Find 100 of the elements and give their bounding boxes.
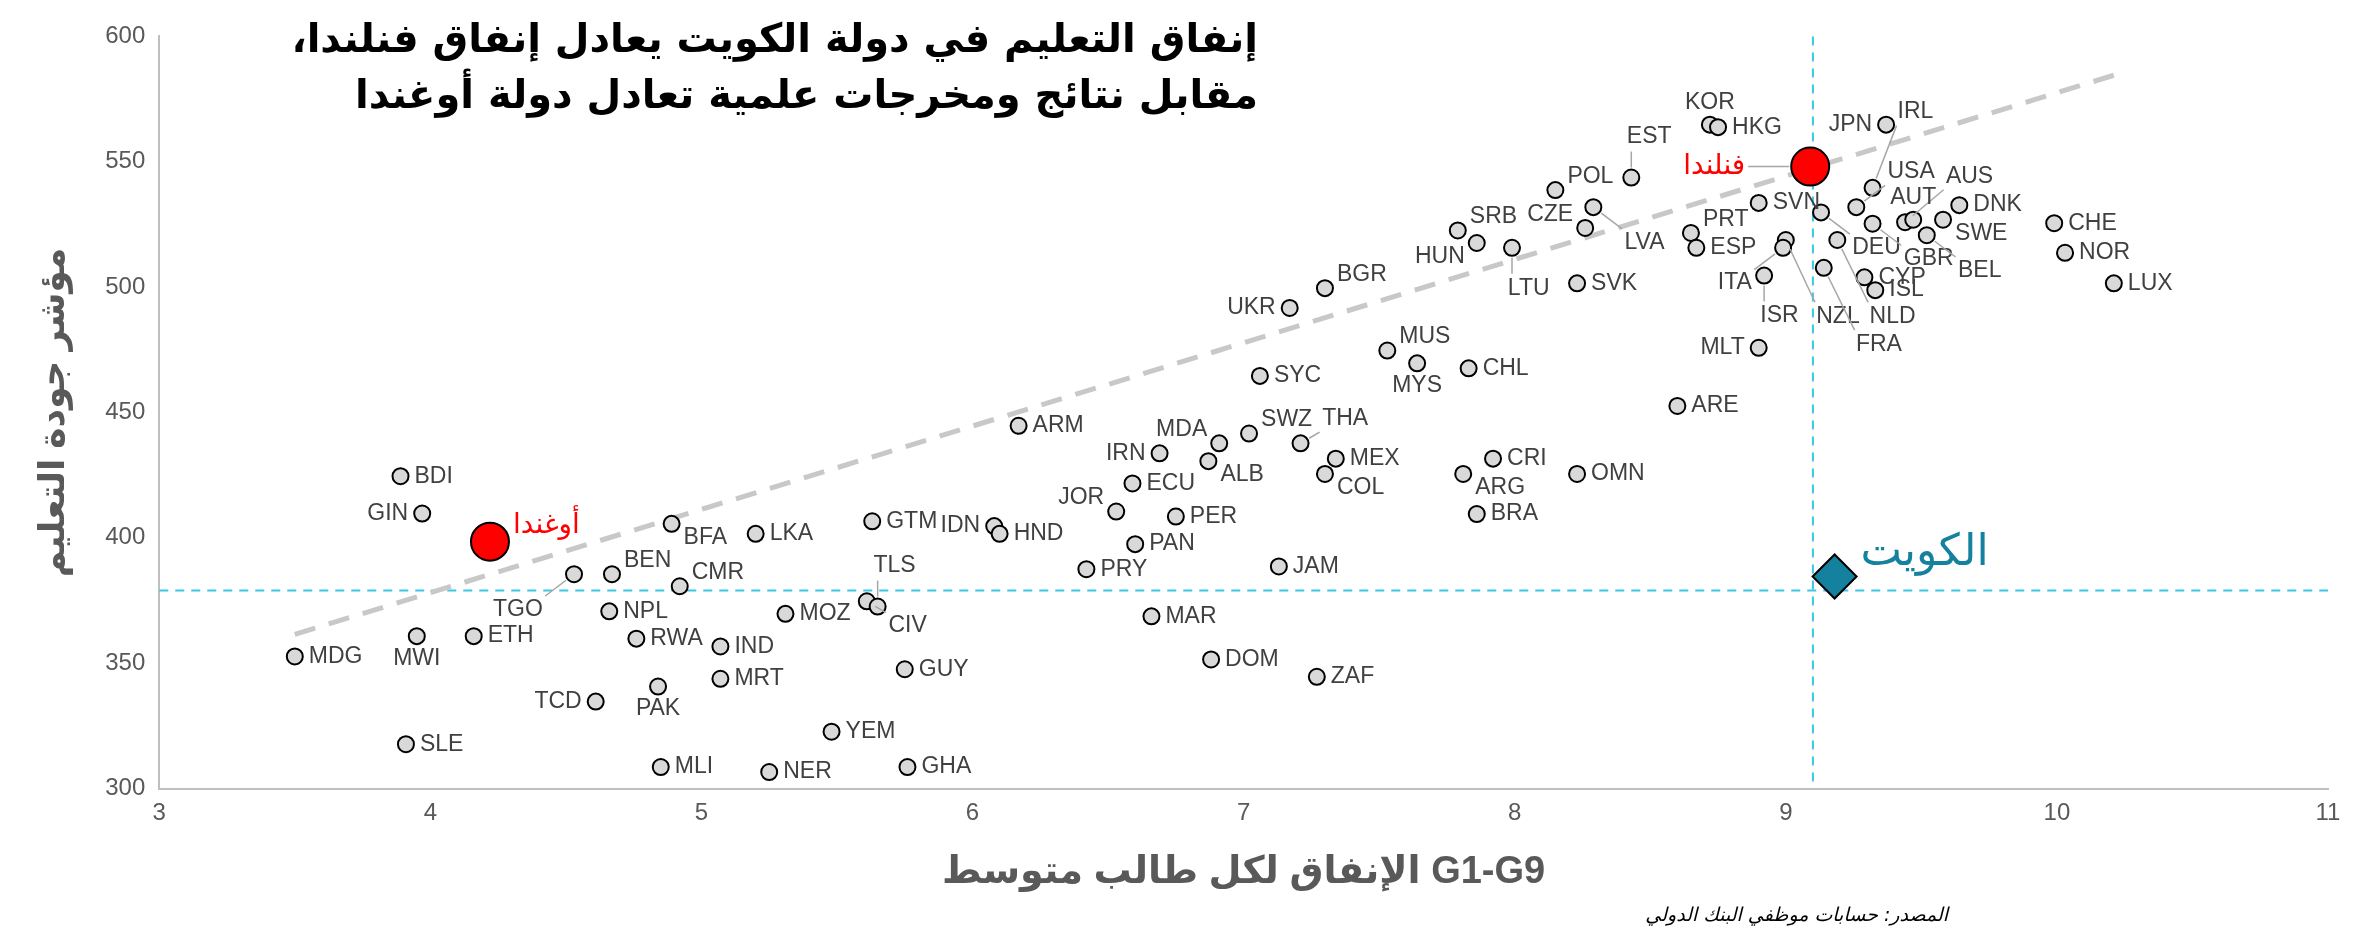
data-label: SWZ [1261,405,1313,432]
x-tick-label: 10 [2043,797,2071,825]
data-label: RWA [650,624,704,651]
y-tick-label: 400 [105,522,146,550]
data-label: MEX [1349,443,1400,470]
data-label: MYS [1392,371,1443,398]
data-label: MLI [674,752,714,779]
x-tick-label: 3 [152,797,166,825]
data-label: THA [1322,404,1369,431]
data-label: MAR [1165,601,1217,628]
data-label: فنلندا [1683,149,1746,181]
y-tick-label: 450 [105,397,146,425]
data-label: BEL [1957,255,2002,282]
data-label: MRT [734,664,784,691]
point [1790,146,1831,187]
data-label: ARE [1691,391,1739,418]
x-tick-label: 6 [965,797,980,825]
data-label: BRA [1490,499,1539,526]
y-axis-title: مؤشر جودة التعليم [30,247,73,578]
text: المصدر: حسابات موظفي البنك الدولي [1645,903,1948,925]
data-label: TGO [492,594,543,621]
data-label: PER [1189,501,1238,528]
data-label: ECU [1146,468,1196,495]
data-label: GUY [918,654,969,681]
data-label: SYC [1273,361,1322,388]
data-label: CHL [1482,353,1529,380]
x-tick-label: 11 [2315,797,2341,825]
data-label: AUS [1945,161,1994,188]
x-tick-label: 7 [1236,797,1251,825]
data-label: JOR [1058,483,1105,510]
data-label: PAK [635,694,681,721]
data-label: SWE [1955,218,2008,245]
data-label: HKG [1732,112,1782,139]
x-axis-title: الإنفاق لكل طالب متوسط G1-G9 [942,848,1546,892]
data-label: KOR [1684,87,1735,114]
data-label: LUX [2127,268,2173,295]
y-tick-label: 500 [105,271,146,299]
data-label: LTU [1507,273,1550,300]
data-label: CRI [1507,443,1547,470]
data-label: MWI [393,644,441,670]
data-label: SLE [419,729,464,756]
data-label: MLT [1700,333,1745,360]
x-tick-label: 5 [694,797,709,825]
data-label: MDA [1156,415,1208,442]
data-label: GIN [367,498,409,525]
data-label: TLS [873,551,916,578]
data-label: SVK [1591,268,1638,295]
data-label: NZL [1816,301,1860,328]
data-label: POL [1567,161,1614,188]
data-label: NER [783,757,832,784]
data-label: IRL [1897,96,1934,123]
data-label: TCD [534,686,582,713]
y-tick-label: 300 [105,773,146,801]
data-label: HND [1013,519,1064,546]
data-label: JPN [1828,110,1873,136]
data-label: JAM [1292,551,1339,578]
data-label: USA [1887,157,1936,184]
data-label: PAN [1149,529,1195,556]
data-label: DNK [1973,190,2023,217]
data-label: GTM [886,506,938,533]
data-label: ARG [1475,472,1526,499]
point [469,521,510,562]
data-label: NPL [623,596,669,623]
chart-title: إنفاق التعليم في دولة الكويت يعادل إنفاق فنلندا، مقابل نتائج ومخرجات علمية تعادل دولة أوغندا [290,14,1258,120]
data-label: الكويت [1860,524,1989,576]
x-tick-label: 4 [423,797,438,825]
data-label: AUT [1890,182,1937,209]
point [1811,553,1858,600]
y-tick-label: 350 [105,647,146,675]
data-label: NOR [2079,238,2131,265]
data-label: DOM [1225,644,1279,671]
data-label: BGR [1336,259,1387,286]
data-label: ZAF [1330,662,1375,689]
data-label: ISR [1760,301,1799,328]
data-label: ETH [487,621,534,648]
x-tick-label: 8 [1508,797,1522,825]
data-label: LVA [1624,227,1666,254]
data-label: SRB [1469,202,1518,229]
data-label: MUS [1399,322,1451,349]
data-label: IDN [940,511,981,538]
y-tick-label: 600 [105,21,146,49]
data-label: HUN [1414,241,1465,268]
data-label: ALB [1220,459,1264,486]
data-label: MOZ [799,599,851,626]
data-label: MDG [308,641,363,668]
data-label: PRY [1100,554,1148,581]
data-label: ITA [1717,268,1753,295]
x-tick-label: 9 [1779,797,1793,825]
y-tick-label: 550 [105,146,146,174]
data-label: CZE [1527,199,1574,226]
data-label: IND [734,631,775,658]
data-label: LKA [769,519,814,546]
data-label: PRT [1702,204,1749,231]
data-label: COL [1336,472,1385,499]
data-label: FRA [1855,329,1903,356]
data-label: YEM [845,717,896,744]
data-label: CMR [691,558,745,585]
data-label: GHA [921,752,972,779]
data-label: BEN [623,546,672,573]
data-label: CIV [888,610,928,637]
